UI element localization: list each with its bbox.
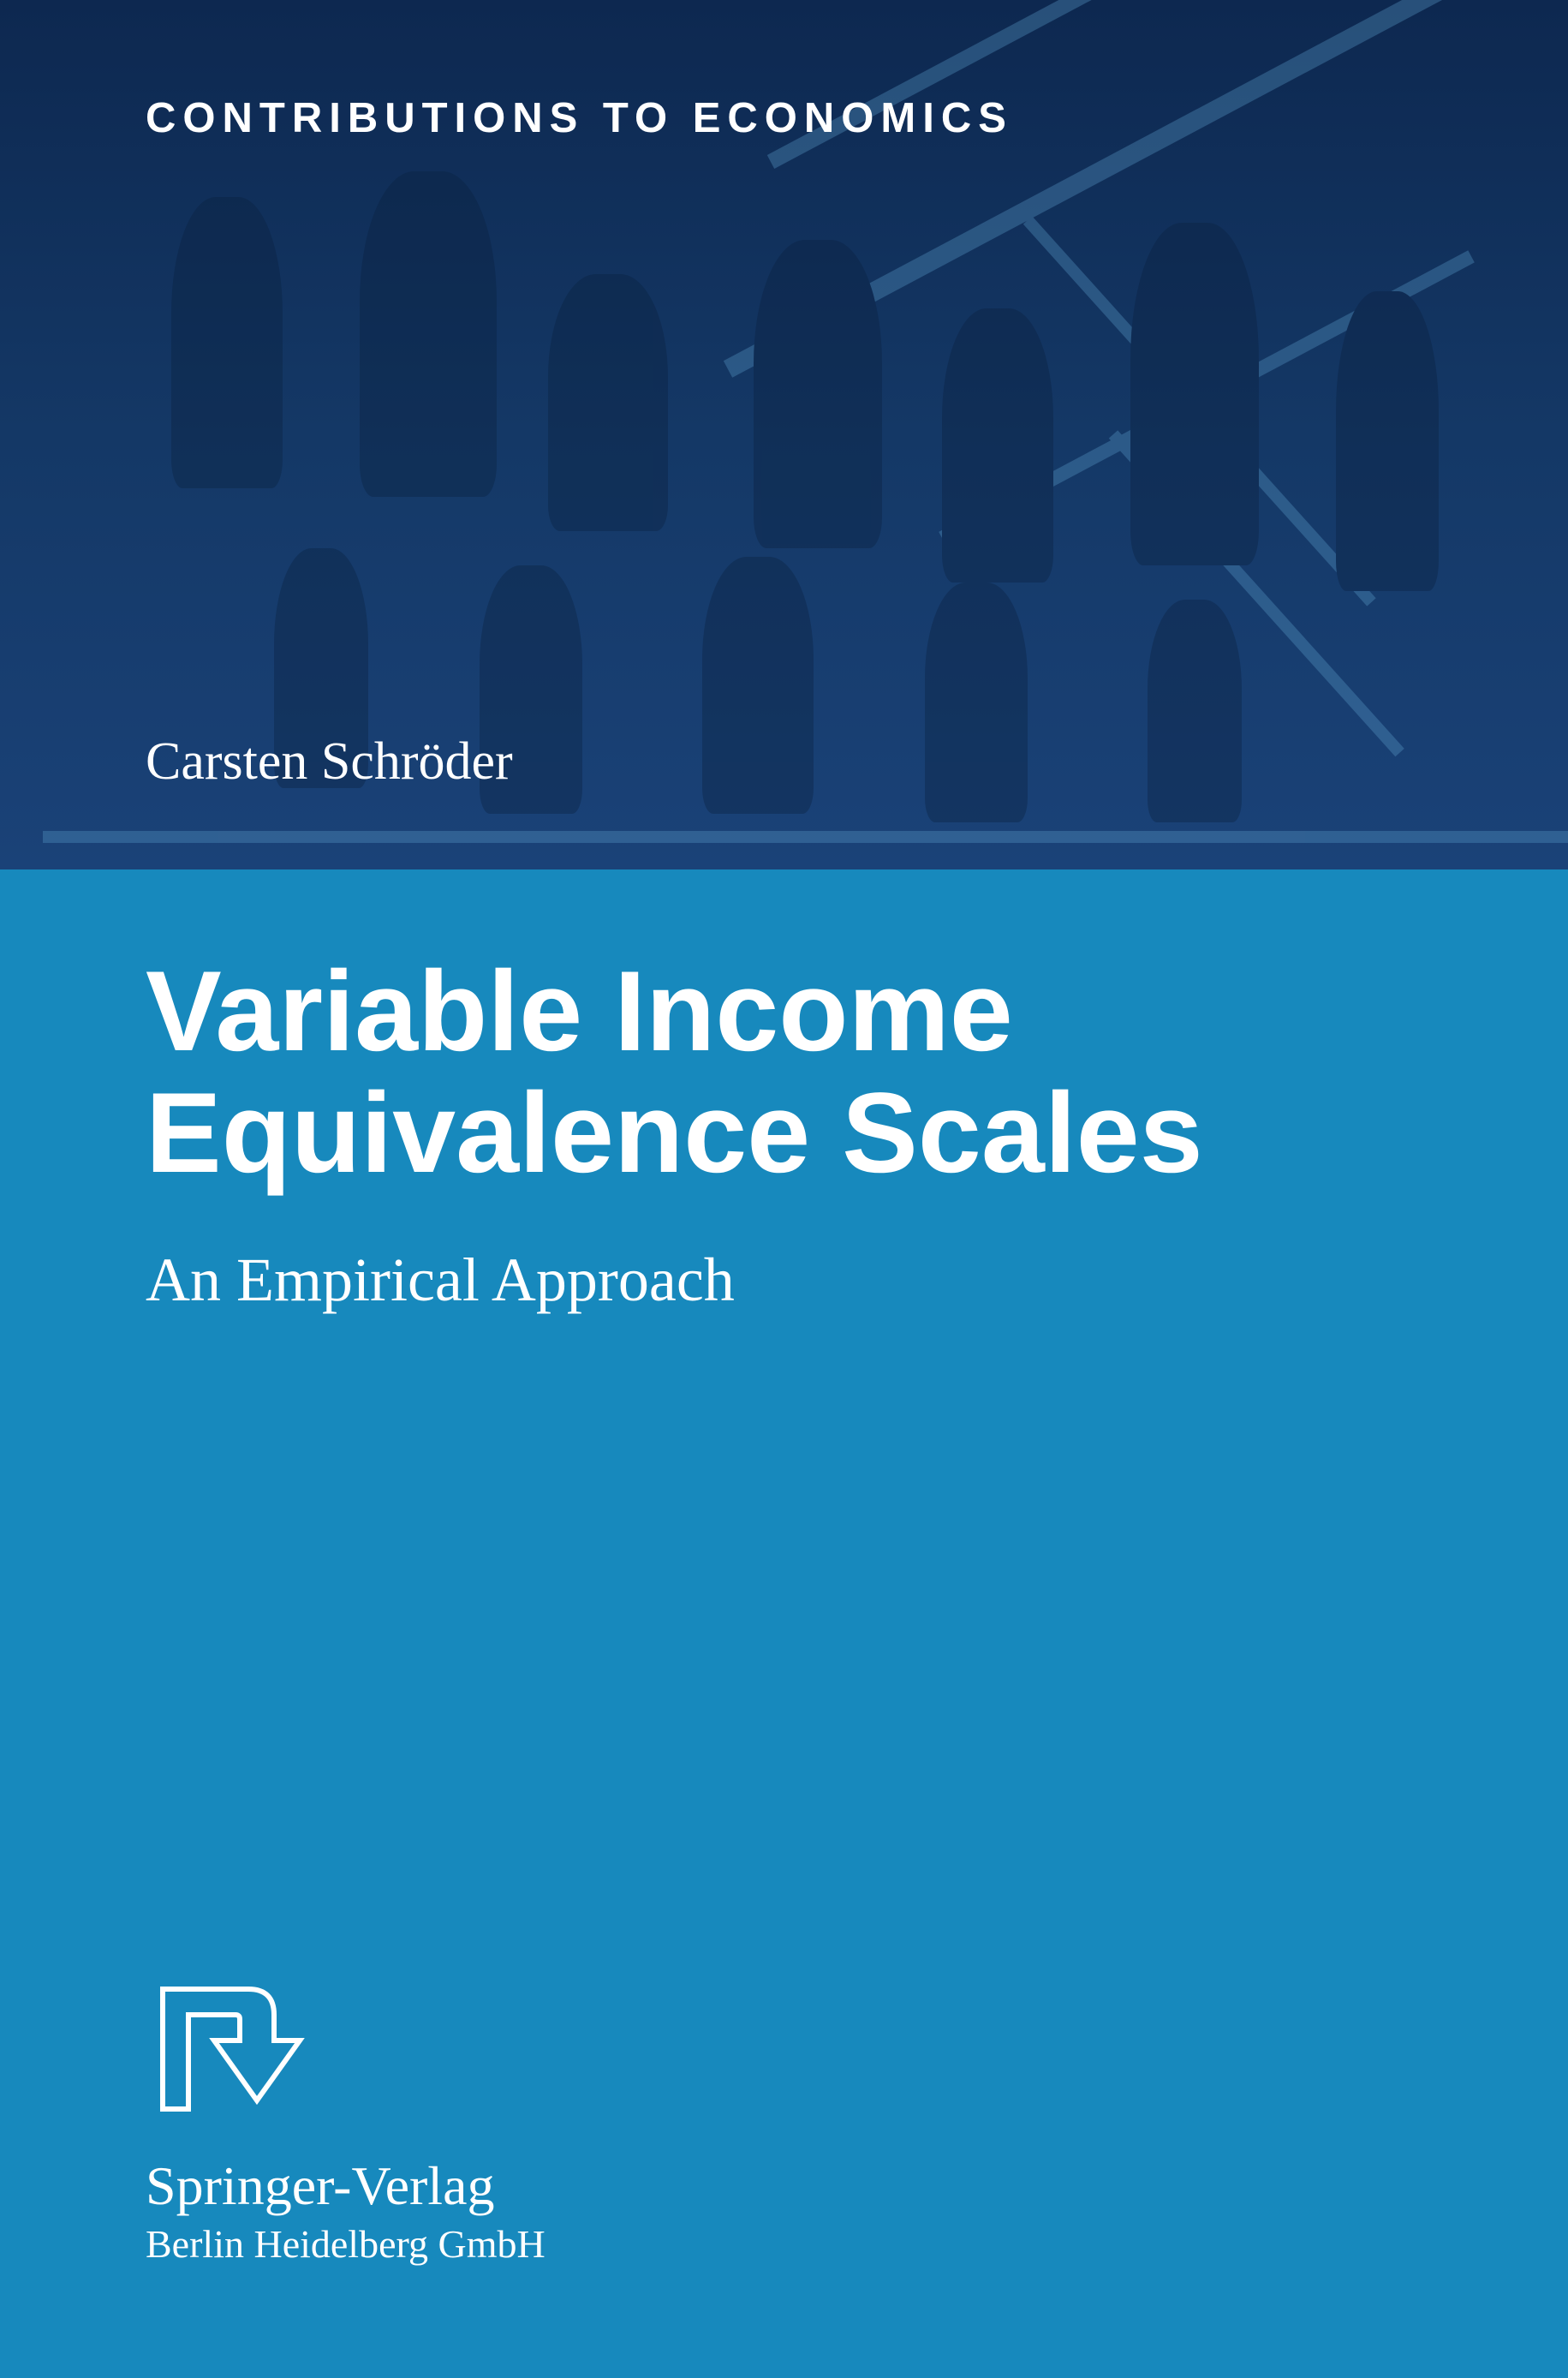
book-subtitle: An Empirical Approach [146, 1245, 1422, 1316]
series-title: CONTRIBUTIONS TO ECONOMICS [146, 94, 1422, 142]
book-title: Variable Income Equivalence Scales [146, 951, 1422, 1195]
publisher-location: Berlin Heidelberg GmbH [146, 2221, 546, 2267]
upper-panel: CONTRIBUTIONS TO ECONOMICS Carsten Schrö… [0, 0, 1568, 869]
title-line-1: Variable Income [146, 948, 1013, 1075]
lower-panel: Variable Income Equivalence Scales An Em… [0, 869, 1568, 2378]
publisher-name: Springer-Verlag [146, 2156, 546, 2216]
title-line-2: Equivalence Scales [146, 1070, 1203, 1197]
publisher-logo-icon [146, 1972, 546, 2130]
book-cover: CONTRIBUTIONS TO ECONOMICS Carsten Schrö… [0, 0, 1568, 2378]
author-name: Carsten Schröder [146, 732, 513, 792]
publisher-block: Springer-Verlag Berlin Heidelberg GmbH [146, 1972, 546, 2267]
